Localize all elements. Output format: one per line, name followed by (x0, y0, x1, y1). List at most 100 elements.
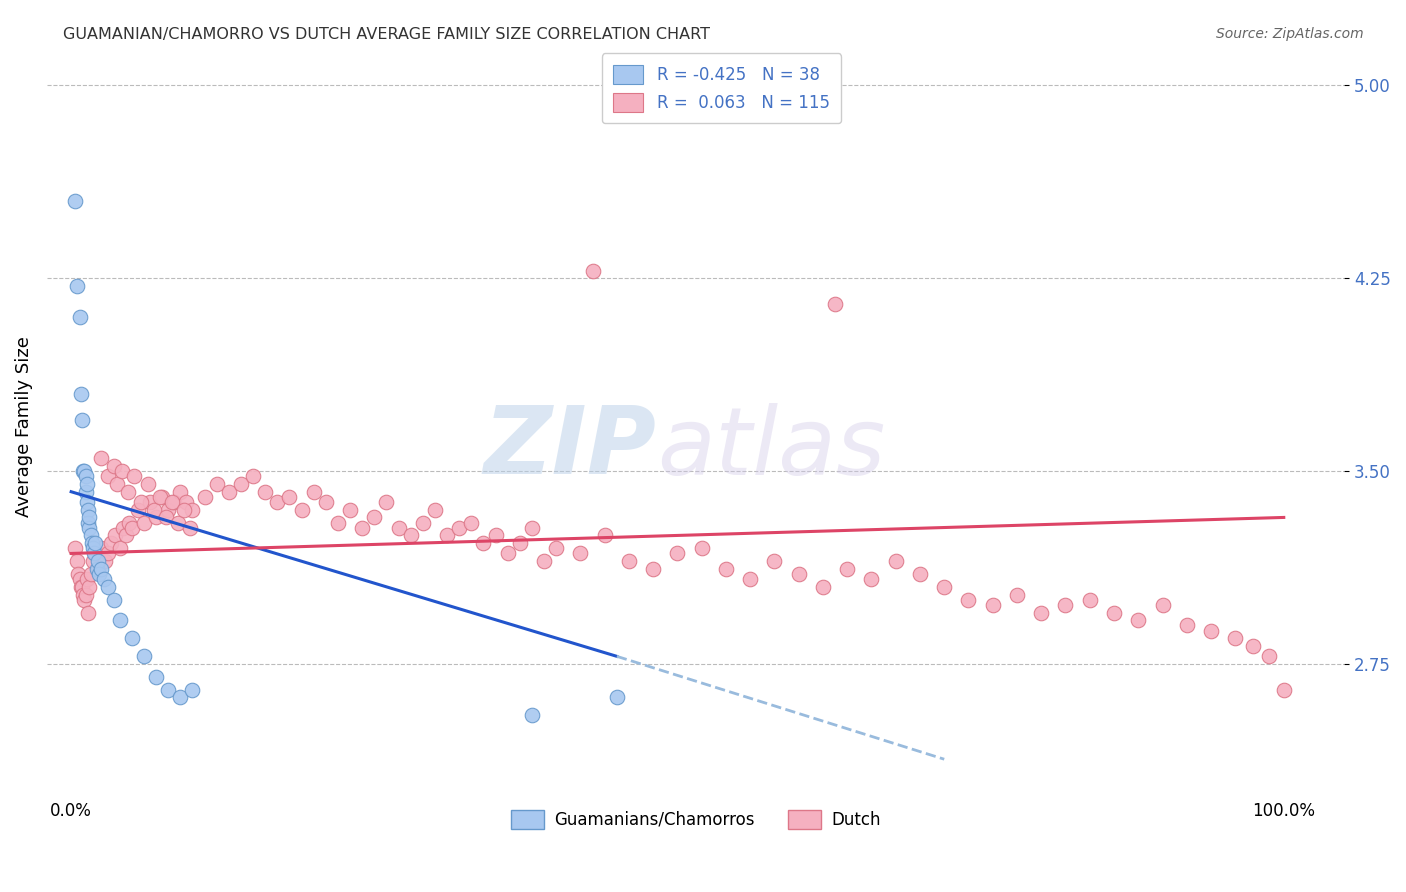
Point (1102, 606, 1125, 620)
Point (229, 477, 252, 491)
Point (315, 495, 337, 509)
Point (145, 510, 167, 524)
Point (69, 310, 91, 324)
Point (593, 528, 616, 542)
Point (169, 484, 191, 499)
Point (1175, 618, 1198, 632)
Point (824, 297, 846, 311)
Point (1128, 613, 1150, 627)
Point (606, 690, 628, 705)
Point (436, 528, 458, 542)
Point (496, 546, 519, 560)
Point (87, 562, 110, 576)
Point (302, 484, 325, 499)
Point (93, 572, 115, 586)
Point (63, 194, 86, 208)
Point (509, 536, 531, 550)
Point (90, 562, 112, 576)
Point (290, 502, 312, 516)
Text: GUAMANIAN/CHAMORRO VS DUTCH AVERAGE FAMILY SIZE CORRELATION CHART: GUAMANIAN/CHAMORRO VS DUTCH AVERAGE FAMI… (63, 27, 710, 42)
Point (1272, 682, 1295, 697)
Point (740, 572, 762, 586)
Point (79, 521, 101, 535)
Point (666, 819, 689, 833)
Point (520, 521, 543, 535)
Point (72, 464, 94, 478)
Point (763, 554, 786, 568)
Point (90, 451, 112, 466)
Point (173, 502, 195, 516)
Point (363, 510, 385, 524)
Point (423, 502, 446, 516)
Point (67, 567, 90, 582)
Point (121, 521, 143, 535)
Point (1005, 588, 1028, 602)
Point (1199, 624, 1222, 638)
Point (79, 580, 101, 594)
Point (94, 554, 117, 568)
Point (100, 536, 122, 550)
Point (339, 502, 361, 516)
Point (79, 510, 101, 524)
Point (105, 477, 128, 491)
Point (111, 464, 134, 478)
Point (266, 495, 288, 509)
Point (449, 521, 471, 535)
Text: atlas: atlas (657, 402, 884, 493)
Point (87, 567, 110, 582)
Point (399, 528, 422, 542)
Point (787, 567, 810, 582)
Point (79, 567, 101, 582)
Point (121, 632, 143, 646)
Point (63, 541, 86, 556)
Point (90, 541, 112, 556)
Point (103, 458, 125, 473)
Point (908, 567, 931, 582)
Point (75, 588, 97, 602)
Point (460, 516, 482, 530)
Point (70, 580, 93, 594)
Point (84, 536, 107, 550)
Point (169, 690, 191, 705)
Point (643, 562, 665, 576)
Point (66, 554, 89, 568)
Point (118, 516, 141, 530)
Point (981, 598, 1004, 612)
Point (117, 484, 139, 499)
Point (218, 484, 240, 499)
Point (82, 541, 104, 556)
Point (77, 502, 100, 516)
Point (520, 708, 543, 723)
Point (1225, 632, 1247, 646)
Point (472, 536, 495, 550)
Point (76, 477, 98, 491)
Point (127, 502, 149, 516)
Point (1078, 592, 1101, 607)
Point (77, 606, 100, 620)
Point (181, 682, 204, 697)
Point (131, 495, 153, 509)
Point (66, 279, 89, 293)
Point (136, 477, 159, 491)
Point (957, 592, 980, 607)
Point (205, 477, 228, 491)
Point (76, 572, 98, 586)
Point (69, 580, 91, 594)
Point (83, 546, 105, 560)
Point (181, 502, 204, 516)
Point (714, 562, 737, 576)
Legend: Guamanians/Chamorros, Dutch: Guamanians/Chamorros, Dutch (503, 803, 887, 836)
Point (352, 521, 374, 535)
Point (139, 495, 162, 509)
Point (150, 490, 173, 504)
Point (80, 536, 103, 550)
Point (934, 580, 956, 594)
Point (96, 469, 118, 483)
Point (163, 495, 186, 509)
Point (1031, 606, 1053, 620)
Point (166, 516, 188, 530)
Point (84, 546, 107, 560)
Point (112, 521, 135, 535)
Point (122, 469, 145, 483)
Point (77, 516, 100, 530)
